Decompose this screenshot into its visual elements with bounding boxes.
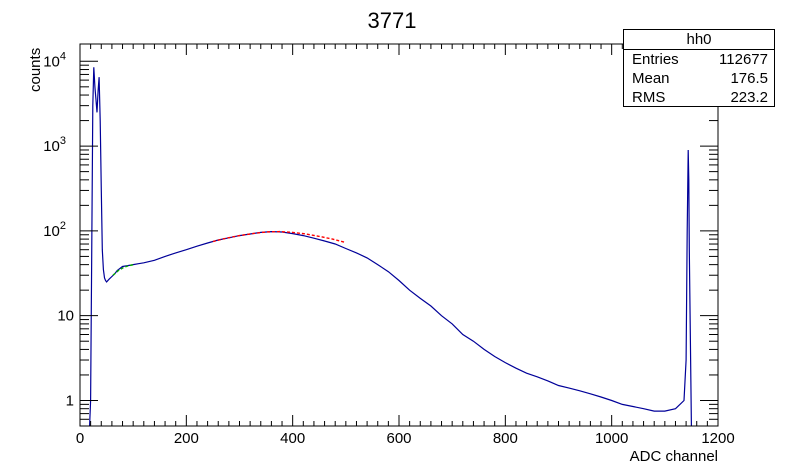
y-tick-label: 1 — [66, 392, 74, 409]
x-tick-label: 600 — [386, 430, 411, 447]
y-tick-label: 10 — [57, 308, 74, 325]
stats-value: 112677 — [719, 51, 768, 68]
stats-row-mean: Mean 176.5 — [624, 69, 774, 88]
x-tick-label: 800 — [493, 430, 518, 447]
fit-curve-1 — [112, 263, 135, 276]
stats-label: Mean — [632, 70, 670, 87]
chart-title: 3771 — [368, 8, 417, 33]
histogram-line — [89, 67, 692, 427]
stats-label: Entries — [632, 51, 679, 68]
x-tick-label: 200 — [174, 430, 199, 447]
x-tick-label: 1000 — [595, 430, 628, 447]
x-axis-label: ADC channel — [630, 448, 718, 465]
stats-histogram-name: hh0 — [624, 30, 774, 50]
histogram-series — [89, 67, 692, 427]
stats-box: hh0 Entries 112677 Mean 176.5 RMS 223.2 — [623, 29, 775, 107]
axis-ticks: 0 200 400 600 800 1000 1200 1 10 102 103 104 — [43, 44, 735, 447]
x-tick-label: 400 — [280, 430, 305, 447]
plot-frame — [79, 43, 719, 427]
x-tick-label: 0 — [76, 430, 84, 447]
x-tick-label: 1200 — [701, 430, 734, 447]
y-tick-label: 103 — [43, 135, 66, 155]
stats-value: 176.5 — [730, 70, 768, 87]
fit-curve-2 — [212, 230, 346, 244]
stats-label: RMS — [632, 89, 666, 106]
y-tick-label: 104 — [43, 50, 66, 70]
y-tick-label: 102 — [43, 220, 66, 240]
stats-row-entries: Entries 112677 — [624, 50, 774, 69]
stats-row-rms: RMS 223.2 — [624, 88, 774, 107]
y-axis-label: counts — [27, 48, 44, 92]
stats-value: 223.2 — [730, 89, 768, 106]
